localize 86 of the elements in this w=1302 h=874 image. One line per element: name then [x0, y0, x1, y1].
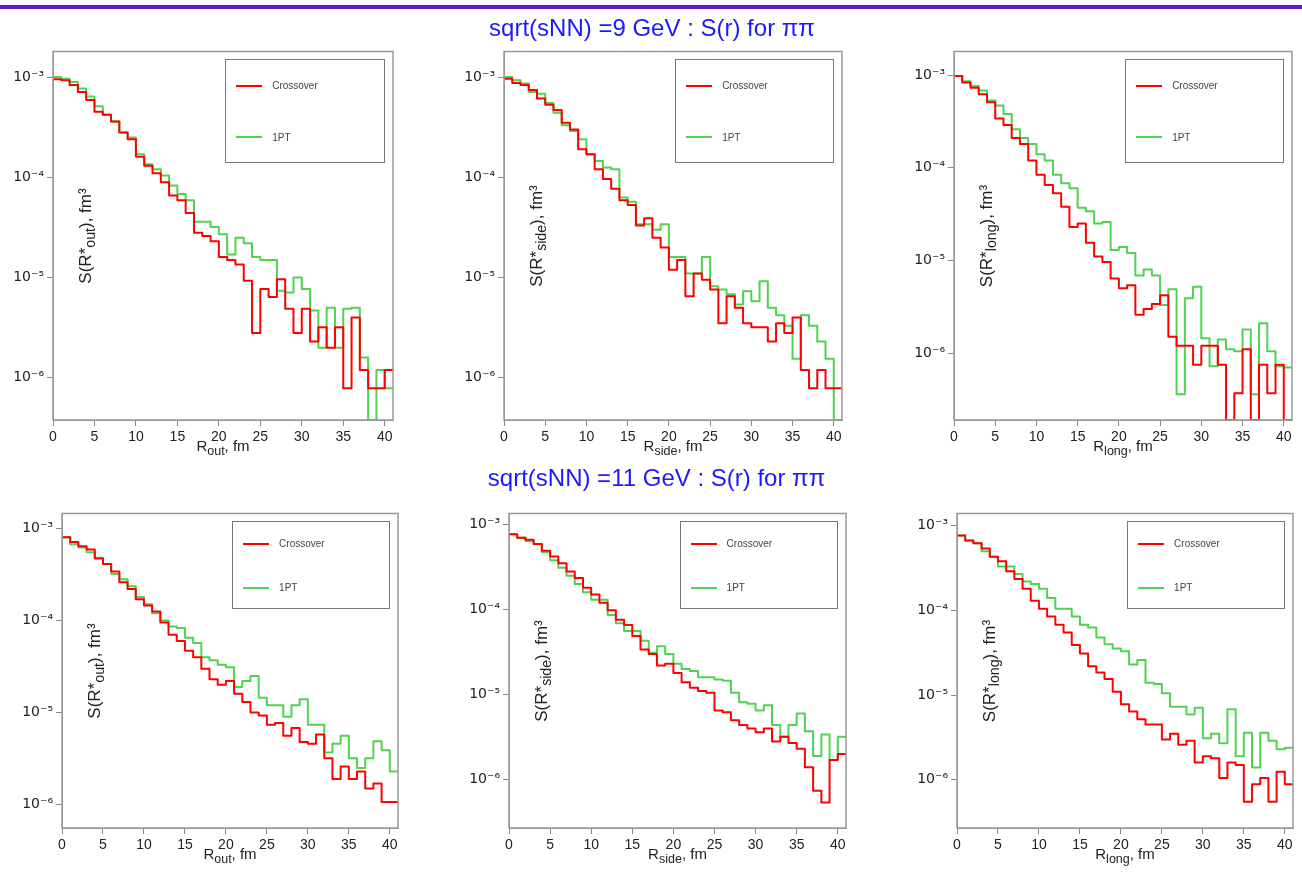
y-tick-label: 10⁻⁵	[22, 703, 53, 720]
x-tick-label: 15	[619, 428, 636, 445]
x-tick-label: 0	[950, 428, 959, 445]
y-tick-label: 10⁻⁶	[914, 343, 946, 360]
x-tick-label: 40	[376, 428, 393, 445]
x-tick-label: 25	[252, 428, 269, 445]
x-tick-label: 35	[788, 836, 805, 853]
x-tick-label: 30	[300, 836, 316, 853]
x-tick-label: 0	[58, 836, 67, 853]
x-tick-label: 35	[1236, 836, 1252, 853]
legend-label: Crossover	[279, 538, 325, 550]
x-tick-label: 5	[994, 836, 1003, 853]
legend-label: Crossover	[1172, 80, 1218, 92]
legend-label: Crossover	[726, 538, 773, 550]
chart-title: sqrt(sNN) =9 GeV : S(r) for ππ	[488, 14, 816, 42]
x-tick-label: 10	[1031, 836, 1047, 853]
x-tick-label: 5	[99, 836, 108, 853]
x-tick-label: 10	[1028, 428, 1045, 445]
x-tick-label: 40	[382, 836, 398, 853]
legend-label: 1PT	[726, 582, 745, 594]
y-tick-label: 10⁻⁴	[917, 601, 949, 618]
x-tick-label: 35	[1234, 428, 1251, 445]
y-tick-label: 10⁻³	[13, 67, 44, 84]
x-tick-label: 15	[1072, 836, 1088, 853]
legend-label: Crossover	[272, 80, 318, 92]
x-tick-label: 35	[335, 428, 352, 445]
x-tick-label: 15	[169, 428, 186, 445]
x-tick-label: 25	[1154, 836, 1170, 853]
x-tick-label: 30	[293, 428, 310, 445]
x-tick-label: 5	[541, 428, 550, 445]
y-tick-label: 10⁻³	[469, 515, 500, 532]
x-tick-label: 40	[825, 428, 842, 445]
legend-label: 1PT	[1172, 131, 1191, 143]
x-tick-label: 15	[177, 836, 193, 853]
x-tick-label: 10	[136, 836, 152, 853]
x-tick-label: 0	[505, 836, 514, 853]
x-tick-label: 10	[578, 428, 595, 445]
x-tick-label: 35	[341, 836, 357, 853]
x-tick-label: 5	[546, 836, 555, 853]
x-tick-label: 40	[829, 836, 846, 853]
x-tick-label: 30	[743, 428, 760, 445]
y-tick-label: 10⁻⁶	[469, 770, 501, 787]
x-tick-label: 35	[784, 428, 801, 445]
x-tick-label: 30	[1193, 428, 1210, 445]
legend-label: Crossover	[722, 80, 768, 92]
y-tick-label: 10⁻³	[914, 65, 945, 82]
y-tick-label: 10⁻⁶	[22, 795, 54, 812]
x-tick-label: 25	[702, 428, 719, 445]
y-tick-label: 10⁻⁴	[914, 158, 946, 175]
y-tick-label: 10⁻⁵	[13, 268, 44, 285]
x-tick-label: 30	[1195, 836, 1211, 853]
y-tick-label: 10⁻⁴	[13, 167, 45, 184]
y-tick-label: 10⁻⁴	[469, 600, 501, 617]
legend-label: 1PT	[1174, 582, 1193, 594]
y-tick-label: 10⁻³	[917, 516, 948, 533]
x-tick-label: 5	[991, 428, 1000, 445]
y-tick-label: 10⁻³	[464, 67, 495, 84]
x-tick-label: 30	[747, 836, 764, 853]
y-tick-label: 10⁻⁵	[464, 268, 495, 285]
x-tick-label: 15	[1069, 428, 1086, 445]
x-tick-label: 15	[624, 836, 641, 853]
x-tick-label: 25	[259, 836, 275, 853]
y-tick-label: 10⁻⁶	[917, 770, 949, 787]
y-tick-label: 10⁻⁵	[914, 251, 945, 268]
legend-label: 1PT	[279, 582, 298, 594]
x-tick-label: 40	[1275, 428, 1292, 445]
y-tick-label: 10⁻⁵	[469, 685, 500, 702]
legend-label: 1PT	[272, 131, 291, 143]
x-tick-label: 25	[706, 836, 723, 853]
y-tick-label: 10⁻³	[22, 518, 53, 535]
y-tick-label: 10⁻⁶	[13, 368, 45, 385]
x-tick-label: 25	[1152, 428, 1169, 445]
y-tick-label: 10⁻⁵	[917, 685, 948, 702]
legend-label: Crossover	[1174, 538, 1220, 550]
x-tick-label: 10	[128, 428, 144, 445]
chart-title: sqrt(sNN) =11 GeV : S(r) for ππ	[486, 464, 827, 492]
legend-label: 1PT	[722, 131, 741, 143]
x-tick-label: 40	[1277, 836, 1293, 853]
y-tick-label: 10⁻⁴	[22, 611, 54, 628]
x-tick-label: 10	[583, 836, 600, 853]
y-tick-label: 10⁻⁴	[464, 167, 496, 184]
y-tick-label: 10⁻⁶	[464, 368, 496, 385]
x-tick-label: 0	[953, 836, 962, 853]
x-tick-label: 0	[49, 428, 58, 445]
x-tick-label: 0	[500, 428, 509, 445]
x-tick-label: 5	[90, 428, 99, 445]
